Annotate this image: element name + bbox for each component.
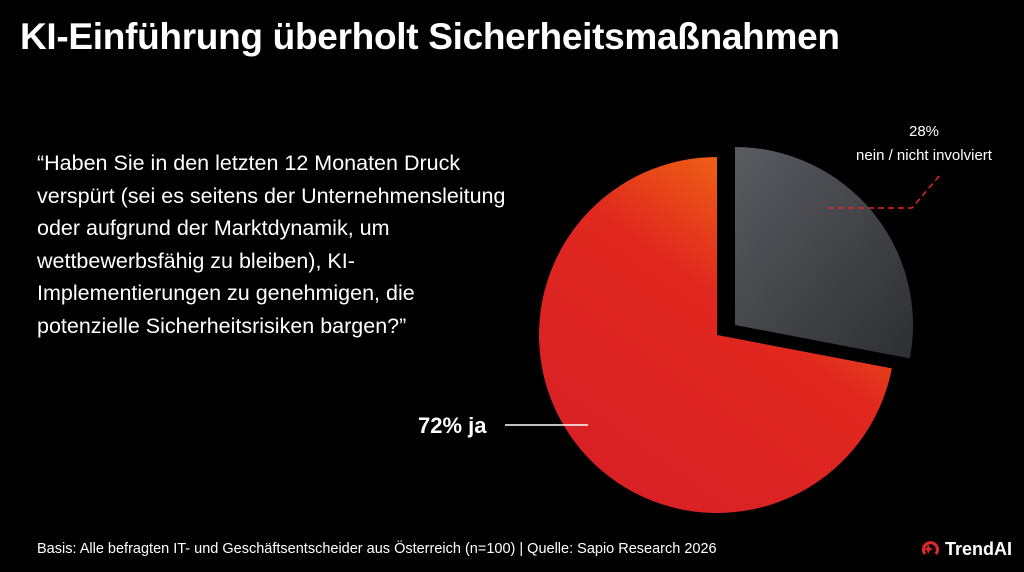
label-ja: 72% ja <box>418 413 487 438</box>
survey-question: “Haben Sie in den letzten 12 Monaten Dru… <box>37 151 506 338</box>
trendai-swirl-icon <box>922 540 939 555</box>
leader-line-nein <box>828 174 941 209</box>
pie-slice-nein <box>735 147 913 359</box>
logo-text: TrendAI <box>945 539 1013 559</box>
footer-source: Basis: Alle befragten IT- und Geschäftse… <box>37 541 717 557</box>
trendai-logo: TrendAI <box>920 539 1012 560</box>
label-nein-text: nein / nicht involviert <box>856 147 993 164</box>
label-nein-percent: 28% <box>909 123 939 140</box>
pie-slice-ja <box>539 157 892 514</box>
page-title: KI-Einführung überholt Sicherheitsmaßnah… <box>20 16 840 57</box>
